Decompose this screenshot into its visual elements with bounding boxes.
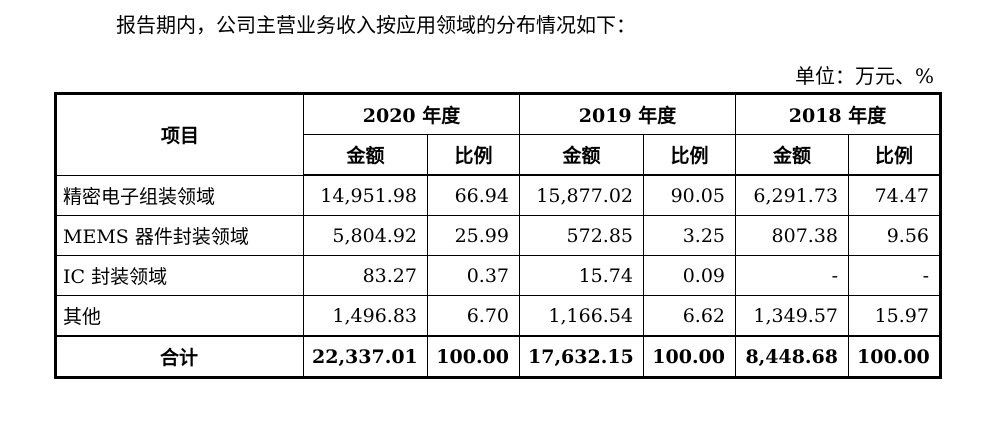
cell-ratio-2020: 25.99	[427, 215, 520, 256]
cell-ratio-2020: 66.94	[427, 174, 520, 216]
total-ratio-2020: 100.00	[427, 335, 520, 378]
intro-text: 报告期内，公司主营业务收入按应用领域的分布情况如下：	[116, 13, 636, 37]
total-row: 合计 22,337.01 100.00 17,632.15 100.00 8,4…	[55, 335, 941, 378]
cell-amount-2020: 1,496.83	[303, 295, 428, 337]
cell-amount-2018: -	[735, 255, 849, 296]
cell-amount-2020: 5,804.92	[303, 215, 428, 256]
table-row: 其他 1,496.83 6.70 1,166.54 6.62 1,349.57 …	[55, 295, 941, 337]
cell-ratio-2020: 0.37	[427, 255, 520, 296]
cell-ratio-2018: 15.97	[848, 295, 941, 337]
total-ratio-2019: 100.00	[643, 335, 736, 378]
cell-ratio-2019: 90.05	[643, 174, 736, 216]
revenue-distribution-table: 项目 2020 年度 2019 年度 2018 年度 金额 比例 金额 比例 金…	[54, 92, 942, 379]
header-row-years: 项目 2020 年度 2019 年度 2018 年度	[55, 93, 941, 176]
cell-ratio-2019: 3.25	[643, 215, 736, 256]
header-row-subs: 金额 比例 金额 比例 金额 比例	[56, 134, 941, 176]
cell-ratio-2019: 0.09	[643, 255, 736, 296]
header-year-2020: 2020 年度	[303, 93, 520, 135]
header-amount: 金额	[519, 134, 644, 176]
cell-amount-2019: 1,166.54	[519, 295, 644, 337]
header-ratio: 比例	[427, 134, 520, 176]
cell-amount-2018: 807.38	[735, 215, 849, 256]
total-ratio-2018: 100.00	[848, 335, 941, 378]
cell-ratio-2019: 6.62	[643, 295, 736, 337]
header-year-2018: 2018 年度	[735, 93, 941, 135]
header-year-2019: 2019 年度	[519, 93, 736, 135]
table-row: MEMS 器件封装领域 5,804.92 25.99 572.85 3.25 8…	[55, 215, 941, 256]
total-amount-2020: 22,337.01	[303, 335, 428, 378]
header-item: 项目	[55, 93, 304, 176]
cell-amount-2018: 1,349.57	[735, 295, 849, 337]
header-amount: 金额	[303, 134, 428, 176]
cell-amount-2019: 15,877.02	[519, 174, 644, 216]
total-amount-2018: 8,448.68	[735, 335, 849, 378]
cell-amount-2020: 83.27	[303, 255, 428, 296]
cell-ratio-2018: 74.47	[848, 174, 941, 216]
total-label: 合计	[55, 335, 304, 378]
header-amount: 金额	[735, 134, 849, 176]
table-row: IC 封装领域 83.27 0.37 15.74 0.09 - -	[55, 255, 941, 296]
cell-amount-2020: 14,951.98	[303, 174, 428, 216]
table-row: 精密电子组装领域 14,951.98 66.94 15,877.02 90.05…	[55, 174, 941, 216]
cell-ratio-2018: -	[848, 255, 941, 296]
row-label: 其他	[55, 295, 304, 337]
row-label: MEMS 器件封装领域	[55, 215, 304, 256]
row-label: 精密电子组装领域	[55, 174, 304, 216]
row-label: IC 封装领域	[55, 255, 304, 296]
total-amount-2019: 17,632.15	[519, 335, 644, 378]
cell-ratio-2020: 6.70	[427, 295, 520, 337]
cell-amount-2019: 572.85	[519, 215, 644, 256]
cell-ratio-2018: 9.56	[848, 215, 941, 256]
header-ratio: 比例	[643, 134, 736, 176]
unit-note: 单位：万元、%	[794, 64, 934, 88]
header-ratio: 比例	[848, 134, 941, 176]
cell-amount-2019: 15.74	[519, 255, 644, 296]
cell-amount-2018: 6,291.73	[735, 174, 849, 216]
